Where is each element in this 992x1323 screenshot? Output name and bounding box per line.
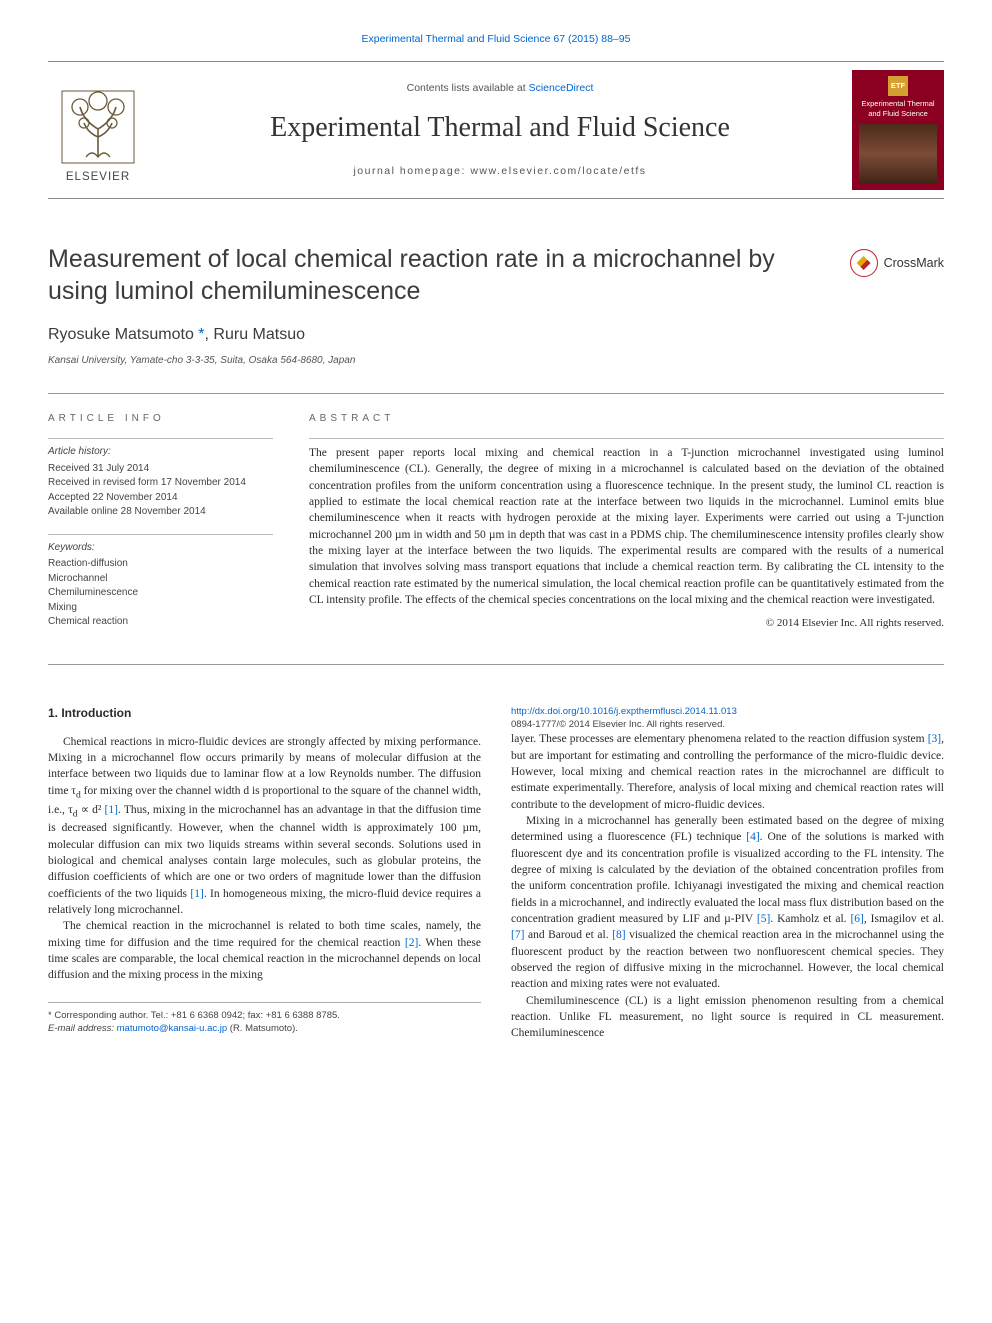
corr-line: * Corresponding author. Tel.: +81 6 6368… [48, 1009, 481, 1022]
cite-6[interactable]: [6] [850, 913, 863, 925]
affiliation: Kansai University, Yamate-cho 3-3-35, Su… [48, 354, 944, 369]
cite-2[interactable]: [2] [405, 937, 418, 949]
corresponding-marker[interactable]: * [198, 326, 204, 343]
corresponding-author-footnote: * Corresponding author. Tel.: +81 6 6368… [48, 1002, 481, 1036]
keyword: Mixing [48, 601, 273, 616]
cite-1[interactable]: [1] [190, 888, 203, 900]
abstract-body: The present paper reports local mixing a… [309, 438, 944, 608]
article-info-head: ARTICLE INFO [48, 412, 273, 427]
section-1-head: 1. Introduction [48, 705, 481, 722]
abstract-column: ABSTRACT The present paper reports local… [309, 412, 944, 644]
keywords-head: Keywords: [48, 541, 273, 556]
author-list: Ryosuke Matsumoto *, Ruru Matsuo [48, 323, 944, 346]
history-line: Available online 28 November 2014 [48, 505, 273, 520]
contents-available: Contents lists available at ScienceDirec… [407, 81, 594, 96]
article-title: Measurement of local chemical reaction r… [48, 243, 850, 307]
cover-image [859, 124, 937, 184]
author-2: Ruru Matsuo [213, 326, 305, 343]
abstract-head: ABSTRACT [309, 412, 944, 427]
sciencedirect-link[interactable]: ScienceDirect [529, 82, 594, 94]
publisher-logo: ELSEVIER [48, 70, 148, 190]
keyword: Microchannel [48, 572, 273, 587]
cite-4[interactable]: [4] [746, 831, 759, 843]
history-line: Accepted 22 November 2014 [48, 491, 273, 506]
email-suffix: (R. Matsumoto). [227, 1023, 298, 1034]
cite-8[interactable]: [8] [612, 929, 625, 941]
contents-prefix: Contents lists available at [407, 82, 529, 94]
journal-cover-thumb: ETF Experimental Thermal and Fluid Scien… [852, 70, 944, 190]
history-line: Received 31 July 2014 [48, 462, 273, 477]
keyword: Chemiluminescence [48, 586, 273, 601]
journal-title: Experimental Thermal and Fluid Science [270, 108, 730, 149]
article-body: 1. Introduction Chemical reactions in mi… [48, 705, 944, 1043]
crossmark-icon [850, 249, 878, 277]
cover-badge: ETF [888, 76, 908, 96]
issn-line: 0894-1777/© 2014 Elsevier Inc. All right… [511, 719, 725, 730]
cover-title: Experimental Thermal and Fluid Science [856, 99, 940, 118]
article-info-column: ARTICLE INFO Article history: Received 3… [48, 412, 273, 644]
crossmark-label: CrossMark [884, 254, 944, 272]
doi-link[interactable]: http://dx.doi.org/10.1016/j.expthermflus… [511, 706, 737, 717]
citation-header: Experimental Thermal and Fluid Science 6… [48, 32, 944, 47]
intro-p4: Chemiluminescence (CL) is a light emissi… [511, 993, 944, 1042]
cite-5[interactable]: [5] [757, 913, 770, 925]
masthead-center: Contents lists available at ScienceDirec… [148, 70, 852, 190]
intro-p1: Chemical reactions in micro-fluidic devi… [48, 734, 481, 919]
cite-3[interactable]: [3] [928, 733, 941, 745]
intro-p2a: The chemical reaction in the microchanne… [48, 918, 481, 983]
cite-1[interactable]: [1] [105, 804, 118, 816]
masthead: ELSEVIER Contents lists available at Sci… [48, 61, 944, 199]
email-label: E-mail address: [48, 1023, 117, 1034]
keywords-block: Keywords: Reaction-diffusion Microchanne… [48, 534, 273, 630]
intro-p3: Mixing in a microchannel has generally b… [511, 813, 944, 993]
publisher-name: ELSEVIER [66, 169, 130, 186]
history-line: Received in revised form 17 November 201… [48, 476, 273, 491]
journal-homepage: journal homepage: www.elsevier.com/locat… [353, 164, 646, 179]
article-history: Article history: Received 31 July 2014 R… [48, 438, 273, 520]
keyword: Chemical reaction [48, 615, 273, 630]
elsevier-tree-icon [58, 87, 138, 167]
keyword: Reaction-diffusion [48, 557, 273, 572]
corr-email[interactable]: matumoto@kansai-u.ac.jp [117, 1023, 228, 1034]
cite-7[interactable]: [7] [511, 929, 524, 941]
author-1: Ryosuke Matsumoto [48, 326, 194, 343]
history-head: Article history: [48, 445, 273, 460]
abstract-copyright: © 2014 Elsevier Inc. All rights reserved… [309, 616, 944, 632]
intro-p2b: layer. These processes are elementary ph… [511, 731, 944, 813]
crossmark-badge[interactable]: CrossMark [850, 249, 944, 277]
doi-block: http://dx.doi.org/10.1016/j.expthermflus… [511, 705, 944, 732]
